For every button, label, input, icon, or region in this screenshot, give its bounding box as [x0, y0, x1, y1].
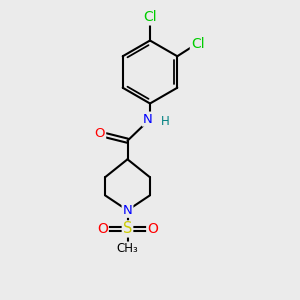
- Text: O: O: [147, 222, 158, 236]
- Text: O: O: [97, 222, 108, 236]
- Text: O: O: [95, 127, 105, 140]
- Text: S: S: [123, 221, 132, 236]
- Text: N: N: [143, 112, 152, 126]
- Text: CH₃: CH₃: [117, 242, 138, 256]
- Text: Cl: Cl: [143, 11, 157, 24]
- Text: Cl: Cl: [191, 37, 205, 51]
- Text: H: H: [161, 115, 170, 128]
- Text: N: N: [123, 204, 132, 217]
